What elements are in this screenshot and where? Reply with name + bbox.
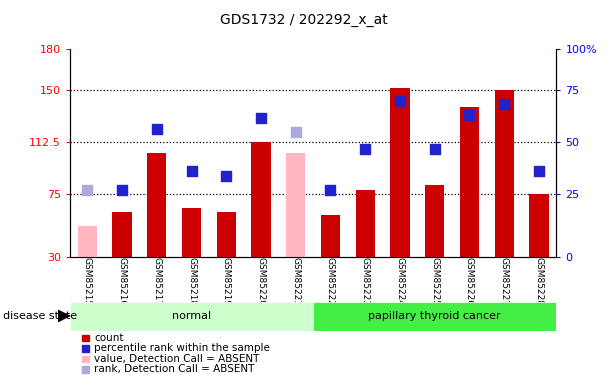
Point bbox=[326, 187, 336, 193]
Text: GSM85223: GSM85223 bbox=[361, 257, 370, 306]
Text: GSM85219: GSM85219 bbox=[222, 257, 231, 306]
Bar bbox=[147, 153, 167, 257]
Text: normal: normal bbox=[172, 311, 211, 321]
Point bbox=[187, 168, 196, 174]
Polygon shape bbox=[58, 309, 71, 322]
Bar bbox=[495, 90, 514, 257]
Text: GSM85224: GSM85224 bbox=[395, 257, 404, 306]
Bar bbox=[313, 302, 556, 331]
Point bbox=[499, 101, 509, 107]
Text: GDS1732 / 202292_x_at: GDS1732 / 202292_x_at bbox=[220, 13, 388, 27]
Text: percentile rank within the sample: percentile rank within the sample bbox=[94, 344, 270, 353]
Text: rank, Detection Call = ABSENT: rank, Detection Call = ABSENT bbox=[94, 364, 255, 374]
Point bbox=[117, 187, 127, 193]
Bar bbox=[112, 213, 131, 257]
Bar bbox=[321, 215, 340, 257]
Text: GSM85216: GSM85216 bbox=[117, 257, 126, 306]
Text: GSM85226: GSM85226 bbox=[465, 257, 474, 306]
Bar bbox=[252, 142, 271, 257]
Point bbox=[465, 112, 474, 118]
Bar bbox=[216, 213, 236, 257]
Text: GSM85228: GSM85228 bbox=[534, 257, 544, 306]
Bar bbox=[425, 185, 444, 257]
Bar bbox=[182, 209, 201, 257]
Text: count: count bbox=[94, 333, 124, 343]
Point bbox=[534, 168, 544, 174]
Text: GSM85220: GSM85220 bbox=[257, 257, 266, 306]
Text: GSM85218: GSM85218 bbox=[187, 257, 196, 306]
Text: GSM85222: GSM85222 bbox=[326, 257, 335, 306]
Text: value, Detection Call = ABSENT: value, Detection Call = ABSENT bbox=[94, 354, 260, 364]
Bar bbox=[70, 302, 313, 331]
Point bbox=[395, 99, 405, 105]
Text: GSM85215: GSM85215 bbox=[83, 257, 92, 306]
Text: GSM85221: GSM85221 bbox=[291, 257, 300, 306]
Point bbox=[152, 126, 162, 132]
Text: GSM85227: GSM85227 bbox=[500, 257, 509, 306]
Bar bbox=[530, 194, 548, 257]
Bar bbox=[356, 190, 375, 257]
Point bbox=[291, 129, 300, 135]
Point bbox=[256, 115, 266, 121]
Point bbox=[221, 173, 231, 179]
Bar bbox=[286, 153, 305, 257]
Point bbox=[361, 146, 370, 152]
Text: papillary thyroid cancer: papillary thyroid cancer bbox=[368, 311, 501, 321]
Point bbox=[430, 146, 440, 152]
Text: GSM85225: GSM85225 bbox=[430, 257, 439, 306]
Text: disease state: disease state bbox=[3, 311, 77, 321]
Bar bbox=[78, 226, 97, 257]
Point bbox=[83, 187, 92, 193]
Bar bbox=[390, 88, 410, 257]
Bar bbox=[460, 107, 479, 257]
Text: GSM85217: GSM85217 bbox=[152, 257, 161, 306]
